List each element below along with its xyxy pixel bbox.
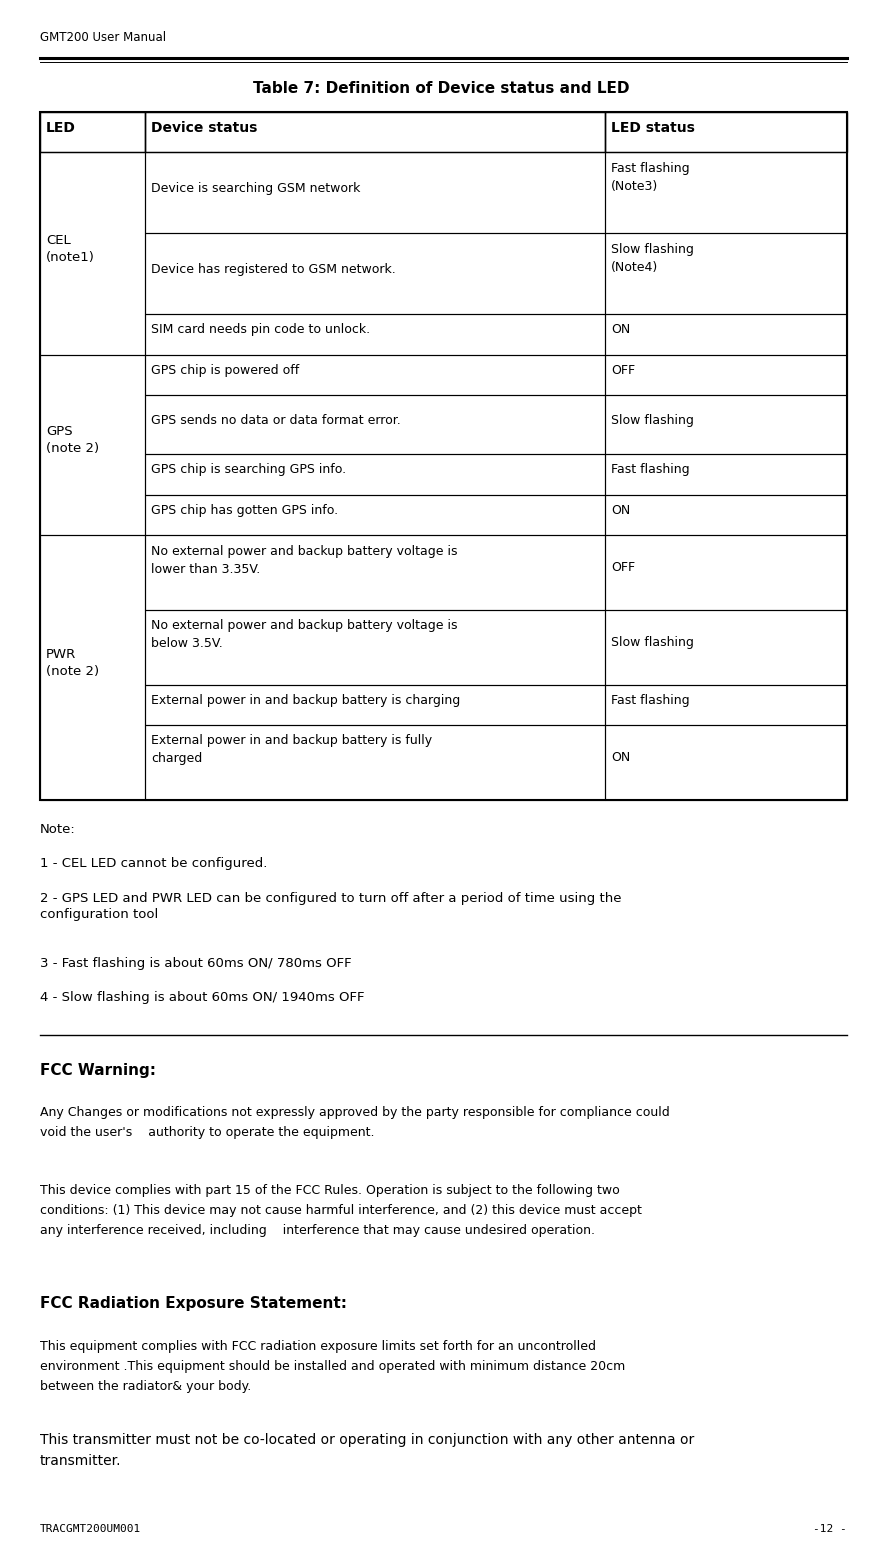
Bar	[605, 610, 847, 685]
Bar	[605, 495, 847, 535]
Text: Device is searching GSM network: Device is searching GSM network	[151, 182, 360, 194]
Text: Fast flashing: Fast flashing	[610, 694, 690, 706]
Bar	[145, 725, 605, 800]
Bar	[145, 355, 605, 395]
Text: ON: ON	[610, 504, 630, 517]
Text: External power in and backup battery is fully
charged: External power in and backup battery is …	[151, 734, 432, 766]
Bar	[145, 314, 605, 355]
Bar	[605, 314, 847, 355]
Bar	[40, 355, 145, 535]
Text: This equipment complies with FCC radiation exposure limits set forth for an unco: This equipment complies with FCC radiati…	[40, 1340, 625, 1393]
Bar	[605, 535, 847, 610]
Text: GPS
(note 2): GPS (note 2)	[46, 425, 99, 456]
Text: Note:: Note:	[40, 823, 76, 836]
Text: Fast flashing: Fast flashing	[610, 464, 690, 476]
Text: 3 - Fast flashing is about 60ms ON/ 780ms OFF: 3 - Fast flashing is about 60ms ON/ 780m…	[40, 957, 351, 969]
Text: 1 - CEL LED cannot be configured.: 1 - CEL LED cannot be configured.	[40, 857, 267, 870]
Text: GPS chip is searching GPS info.: GPS chip is searching GPS info.	[151, 464, 346, 476]
Bar	[605, 152, 847, 233]
Bar	[145, 495, 605, 535]
Bar	[145, 152, 605, 233]
Text: GPS chip is powered off: GPS chip is powered off	[151, 364, 299, 377]
Text: ON: ON	[610, 752, 630, 764]
Text: LED status: LED status	[610, 121, 695, 134]
Bar	[40, 152, 145, 355]
Text: GPS sends no data or data format error.: GPS sends no data or data format error.	[151, 414, 400, 426]
Text: Slow flashing: Slow flashing	[610, 636, 693, 649]
Text: 2 - GPS LED and PWR LED can be configured to turn off after a period of time usi: 2 - GPS LED and PWR LED can be configure…	[40, 892, 621, 921]
Text: Device status: Device status	[151, 121, 258, 134]
Bar	[145, 610, 605, 685]
Text: Fast flashing
(Note3): Fast flashing (Note3)	[610, 162, 690, 193]
Text: Any Changes or modifications not expressly approved by the party responsible for: Any Changes or modifications not express…	[40, 1106, 669, 1139]
Text: Table 7: Definition of Device status and LED: Table 7: Definition of Device status and…	[253, 81, 629, 96]
Text: External power in and backup battery is charging: External power in and backup battery is …	[151, 694, 460, 706]
Text: FCC Radiation Exposure Statement:: FCC Radiation Exposure Statement:	[40, 1296, 347, 1312]
Text: CEL
(note1): CEL (note1)	[46, 233, 94, 265]
Text: SIM card needs pin code to unlock.: SIM card needs pin code to unlock.	[151, 324, 370, 336]
Text: Slow flashing
(Note4): Slow flashing (Note4)	[610, 243, 693, 274]
Text: GPS chip has gotten GPS info.: GPS chip has gotten GPS info.	[151, 504, 338, 517]
Bar	[145, 233, 605, 314]
Text: This transmitter must not be co-lo​cated or operating in conjunction with any ot: This transmitter must not be co-lo​cated…	[40, 1433, 694, 1467]
Bar	[605, 454, 847, 495]
Text: No external power and backup battery voltage is
lower than 3.35V.: No external power and backup battery vol…	[151, 545, 457, 576]
Bar	[40, 112, 145, 152]
Bar	[145, 395, 605, 454]
Text: Device has registered to GSM network.: Device has registered to GSM network.	[151, 263, 395, 275]
Bar	[605, 355, 847, 395]
Text: OFF: OFF	[610, 364, 635, 377]
Bar	[40, 112, 847, 800]
Text: PWR
(note 2): PWR (note 2)	[46, 647, 99, 678]
Text: ON: ON	[610, 324, 630, 336]
Text: GMT200 User Manual: GMT200 User Manual	[40, 31, 166, 44]
Text: No external power and backup battery voltage is
below 3.5V.: No external power and backup battery vol…	[151, 619, 457, 650]
Bar	[145, 112, 605, 152]
Bar	[605, 233, 847, 314]
Text: OFF: OFF	[610, 562, 635, 574]
Text: FCC Warning:: FCC Warning:	[40, 1063, 156, 1078]
Text: TRACGMT200UM001: TRACGMT200UM001	[40, 1525, 141, 1534]
Bar	[145, 454, 605, 495]
Bar	[605, 112, 847, 152]
Text: Slow flashing: Slow flashing	[610, 414, 693, 426]
Bar	[605, 725, 847, 800]
Bar	[605, 395, 847, 454]
Bar	[145, 685, 605, 725]
Bar	[40, 535, 145, 800]
Text: 4 - Slow flashing is about 60ms ON/ 1940ms OFF: 4 - Slow flashing is about 60ms ON/ 1940…	[40, 991, 364, 1004]
Bar	[145, 535, 605, 610]
Text: -12 -: -12 -	[813, 1525, 847, 1534]
Text: LED: LED	[46, 121, 76, 134]
Bar	[605, 685, 847, 725]
Text: This device complies with part 15 of the FCC Rules. Operation is subject to the : This device complies with part 15 of the…	[40, 1184, 641, 1237]
